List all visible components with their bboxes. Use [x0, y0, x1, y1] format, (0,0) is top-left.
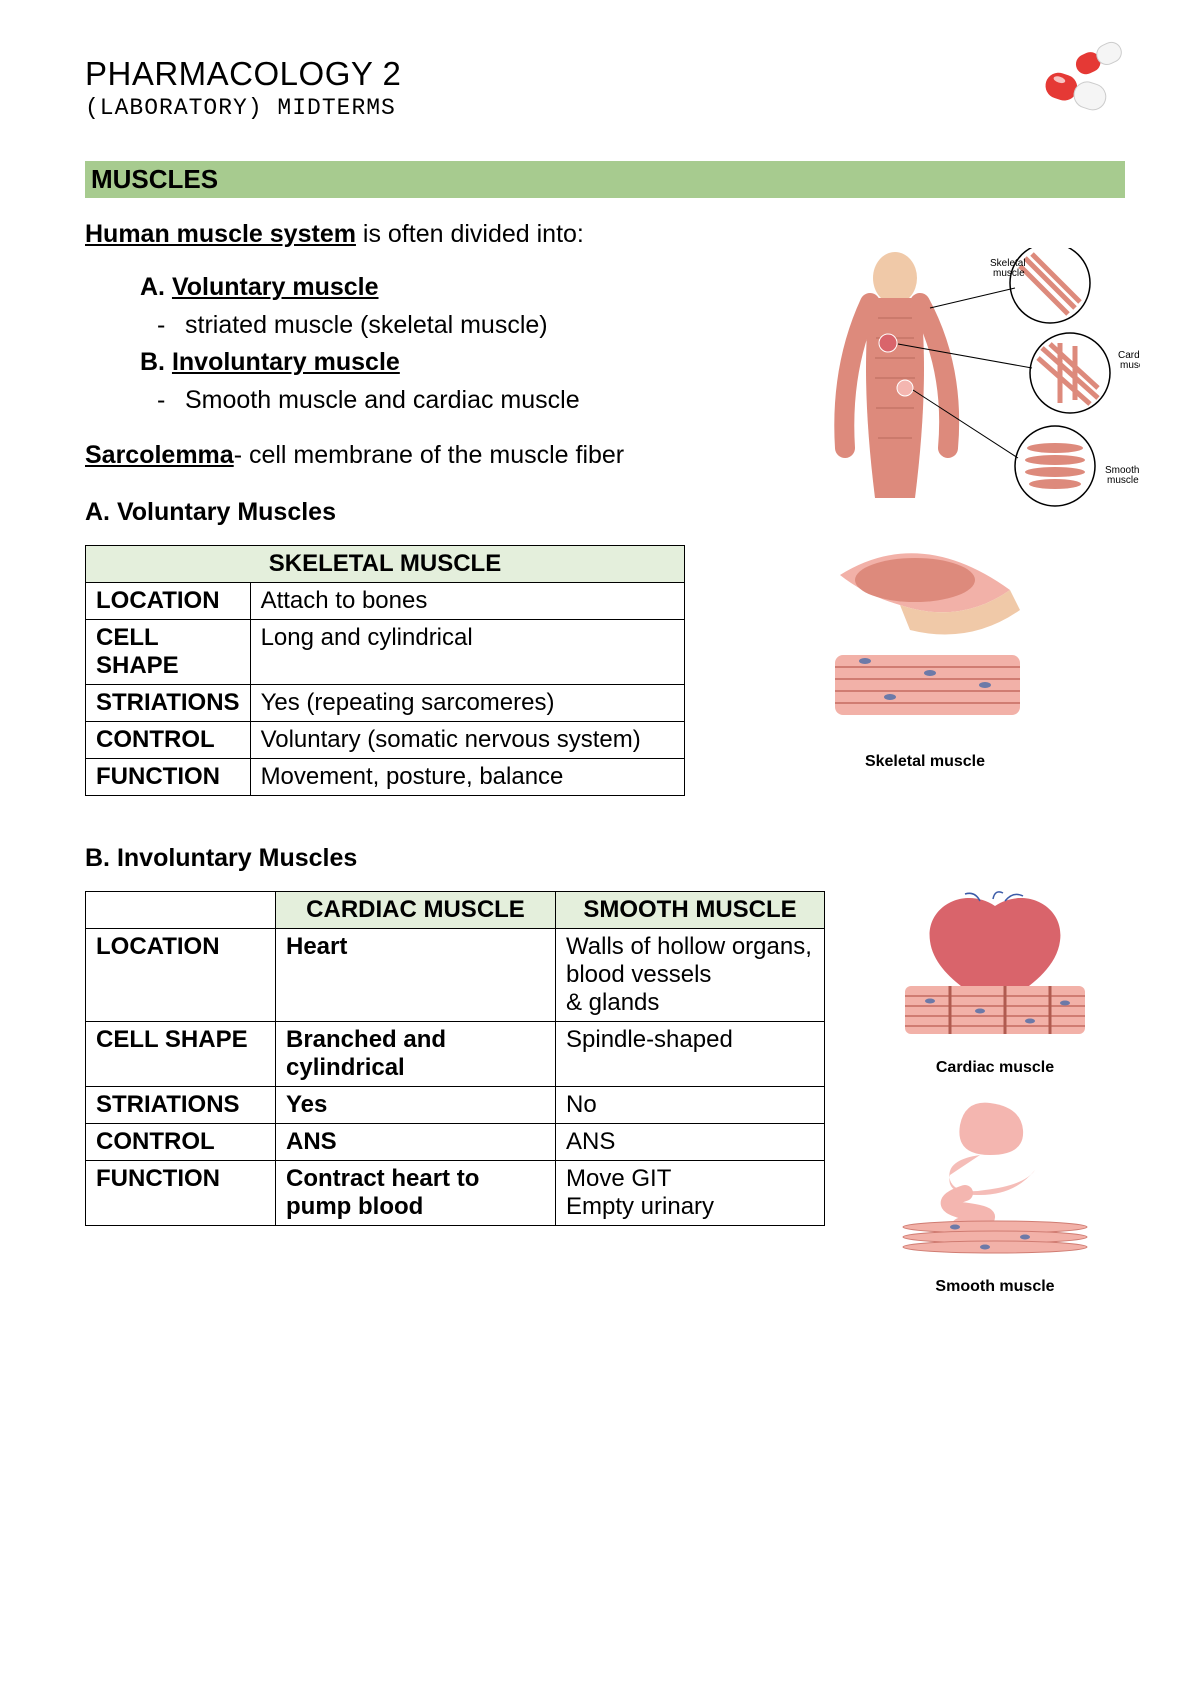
- intro-lead: Human muscle system: [85, 220, 356, 248]
- svg-text:muscle: muscle: [1107, 475, 1139, 486]
- table-row: LOCATIONHeartWalls of hollow organs, blo…: [86, 929, 825, 1022]
- outline-a-head: Voluntary muscle: [172, 273, 379, 301]
- table-row: FUNCTIONContract heart to pump bloodMove…: [86, 1161, 825, 1226]
- anatomy-figure: Skeletal muscle Cardiac muscle Smooth mu…: [820, 248, 1140, 508]
- outline-b-head: Involuntary muscle: [172, 348, 400, 376]
- figure-skeletal: Skeletal muscle: [725, 535, 1125, 771]
- table-row: CONTROLANSANS: [86, 1124, 825, 1161]
- outline-a-letter: A.: [140, 273, 165, 301]
- page-title: PHARMACOLOGY 2: [85, 55, 1125, 93]
- table2-col3-title: SMOOTH MUSCLE: [556, 892, 825, 929]
- table2-wrap: CARDIAC MUSCLE SMOOTH MUSCLE LOCATIONHea…: [85, 891, 1125, 1296]
- subhead-involuntary: B. Involuntary Muscles: [85, 844, 1125, 873]
- intro-line: Human muscle system is often divided int…: [85, 220, 1125, 249]
- smooth-muscle-icon: [895, 1095, 1095, 1260]
- pills-icon: [1025, 30, 1145, 120]
- table-row: CELL SHAPEBranched and cylindricalSpindl…: [86, 1022, 825, 1087]
- table-row: LOCATIONAttach to bones: [86, 583, 685, 620]
- table1-wrap: SKELETAL MUSCLE LOCATIONAttach to bones …: [85, 545, 1125, 796]
- table-involuntary: CARDIAC MUSCLE SMOOTH MUSCLE LOCATIONHea…: [85, 891, 825, 1226]
- skeletal-muscle-icon: [810, 535, 1040, 735]
- table-row: STRIATIONSYes (repeating sarcomeres): [86, 685, 685, 722]
- table2-col2-title: CARDIAC MUSCLE: [276, 892, 556, 929]
- intro-rest: is often divided into:: [356, 220, 584, 248]
- page-subtitle: (LABORATORY) MIDTERMS: [85, 95, 1125, 121]
- table-skeletal: SKELETAL MUSCLE LOCATIONAttach to bones …: [85, 545, 685, 796]
- svg-text:muscle: muscle: [993, 268, 1025, 279]
- page-header: PHARMACOLOGY 2 (LABORATORY) MIDTERMS: [85, 55, 1125, 121]
- outline-b-letter: B.: [140, 348, 165, 376]
- table-row: CONTROLVoluntary (somatic nervous system…: [86, 722, 685, 759]
- table-row: FUNCTIONMovement, posture, balance: [86, 759, 685, 796]
- fig-caption-cardiac: Cardiac muscle: [936, 1059, 1054, 1077]
- figure-involuntary-col: Cardiac muscle Smooth muscle: [865, 891, 1125, 1296]
- svg-text:muscle: muscle: [1120, 360, 1140, 371]
- sarcolemma-term: Sarcolemma: [85, 441, 234, 469]
- fig-caption-skeletal: Skeletal muscle: [865, 753, 985, 771]
- section-bar-muscles: MUSCLES: [85, 161, 1125, 198]
- outline-b-sub: Smooth muscle and cardiac muscle: [185, 382, 1125, 420]
- sarcolemma-def: - cell membrane of the muscle fiber: [234, 441, 624, 469]
- table-row: STRIATIONSYesNo: [86, 1087, 825, 1124]
- fig-caption-smooth: Smooth muscle: [935, 1278, 1054, 1296]
- table1-title: SKELETAL MUSCLE: [86, 546, 685, 583]
- outline-a-sub: striated muscle (skeletal muscle): [185, 307, 1125, 345]
- cardiac-muscle-icon: [895, 891, 1095, 1041]
- table-row: CELL SHAPELong and cylindrical: [86, 620, 685, 685]
